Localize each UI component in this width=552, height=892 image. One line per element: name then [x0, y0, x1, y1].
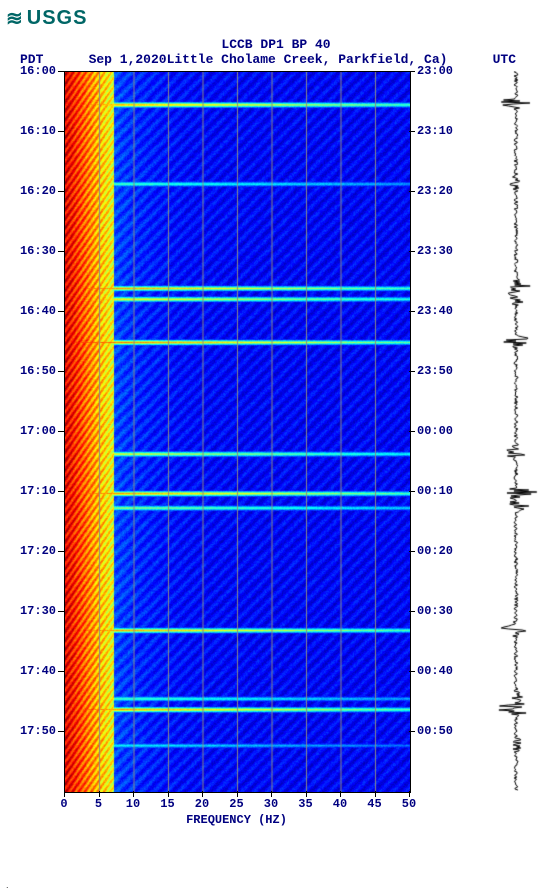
tick-mark — [58, 731, 64, 732]
tick-mark — [409, 191, 415, 192]
tick-mark — [58, 671, 64, 672]
usgs-logo: ≋ USGS — [6, 6, 546, 31]
x-tick: 15 — [160, 797, 174, 811]
tick-mark — [340, 791, 341, 797]
tick-mark — [375, 791, 376, 797]
y-left-tick: 16:50 — [6, 364, 56, 378]
tick-mark — [58, 371, 64, 372]
date-label: Sep 1,2020 — [89, 52, 167, 67]
tick-mark — [58, 611, 64, 612]
tick-mark — [58, 311, 64, 312]
x-tick: 25 — [229, 797, 243, 811]
tick-mark — [271, 791, 272, 797]
y-right-tick: 23:40 — [417, 304, 453, 318]
station-title: LCCB DP1 BP 40 — [6, 37, 546, 52]
tick-mark — [409, 731, 415, 732]
right-tz-label: UTC — [493, 52, 516, 67]
x-tick: 30 — [264, 797, 278, 811]
tick-mark — [58, 431, 64, 432]
tick-mark — [237, 791, 238, 797]
logo-wave-icon: ≋ — [6, 6, 23, 31]
tick-mark — [58, 131, 64, 132]
y-left-tick: 16:00 — [6, 64, 56, 78]
tick-mark — [409, 131, 415, 132]
tick-mark — [168, 791, 169, 797]
x-axis-label: FREQUENCY (HZ) — [186, 813, 287, 827]
tick-mark — [409, 431, 415, 432]
x-tick: 50 — [402, 797, 416, 811]
x-tick: 45 — [367, 797, 381, 811]
x-tick: 5 — [95, 797, 102, 811]
tick-mark — [58, 491, 64, 492]
tick-mark — [409, 371, 415, 372]
y-left-tick: 17:00 — [6, 424, 56, 438]
y-right-tick: 23:30 — [417, 244, 453, 258]
x-tick: 10 — [126, 797, 140, 811]
subtitle-row: PDT Sep 1,2020Little Cholame Creek, Park… — [6, 52, 546, 67]
y-right-tick: 00:10 — [417, 484, 453, 498]
x-tick: 35 — [298, 797, 312, 811]
y-left-tick: 17:10 — [6, 484, 56, 498]
y-left-tick: 17:30 — [6, 604, 56, 618]
tick-mark — [306, 791, 307, 797]
y-left-tick: 17:50 — [6, 724, 56, 738]
y-right-tick: 00:50 — [417, 724, 453, 738]
tick-mark — [409, 791, 410, 797]
y-right-tick: 23:00 — [417, 64, 453, 78]
seismogram-trace-canvas — [486, 71, 546, 791]
tick-mark — [58, 71, 64, 72]
tick-mark — [64, 791, 65, 797]
y-right-tick: 23:10 — [417, 124, 453, 138]
tick-mark — [58, 251, 64, 252]
x-tick: 20 — [195, 797, 209, 811]
tick-mark — [99, 791, 100, 797]
x-tick: 40 — [333, 797, 347, 811]
tick-mark — [409, 71, 415, 72]
tick-mark — [133, 791, 134, 797]
title-block: LCCB DP1 BP 40 PDT Sep 1,2020Little Chol… — [6, 37, 546, 67]
y-right-tick: 00:00 — [417, 424, 453, 438]
tick-mark — [409, 251, 415, 252]
tick-mark — [409, 611, 415, 612]
y-left-tick: 16:40 — [6, 304, 56, 318]
spectrogram-canvas — [64, 71, 411, 793]
y-left-tick: 16:30 — [6, 244, 56, 258]
logo-text: USGS — [27, 7, 88, 30]
tick-mark — [58, 191, 64, 192]
y-left-tick: 16:10 — [6, 124, 56, 138]
plot-area: 16:0016:1016:2016:3016:4016:5017:0017:10… — [6, 71, 546, 839]
tick-mark — [409, 311, 415, 312]
tick-mark — [409, 491, 415, 492]
y-right-tick: 23:50 — [417, 364, 453, 378]
tick-mark — [409, 551, 415, 552]
tick-mark — [202, 791, 203, 797]
y-right-tick: 00:20 — [417, 544, 453, 558]
y-right-tick: 00:40 — [417, 664, 453, 678]
tick-mark — [409, 671, 415, 672]
y-right-tick: 23:20 — [417, 184, 453, 198]
y-left-tick: 17:40 — [6, 664, 56, 678]
footnote: . — [6, 880, 9, 890]
y-left-tick: 17:20 — [6, 544, 56, 558]
location-label: Little Cholame Creek, Parkfield, Ca) — [167, 52, 448, 67]
tick-mark — [58, 551, 64, 552]
y-left-tick: 16:20 — [6, 184, 56, 198]
x-tick: 0 — [60, 797, 67, 811]
y-right-tick: 00:30 — [417, 604, 453, 618]
